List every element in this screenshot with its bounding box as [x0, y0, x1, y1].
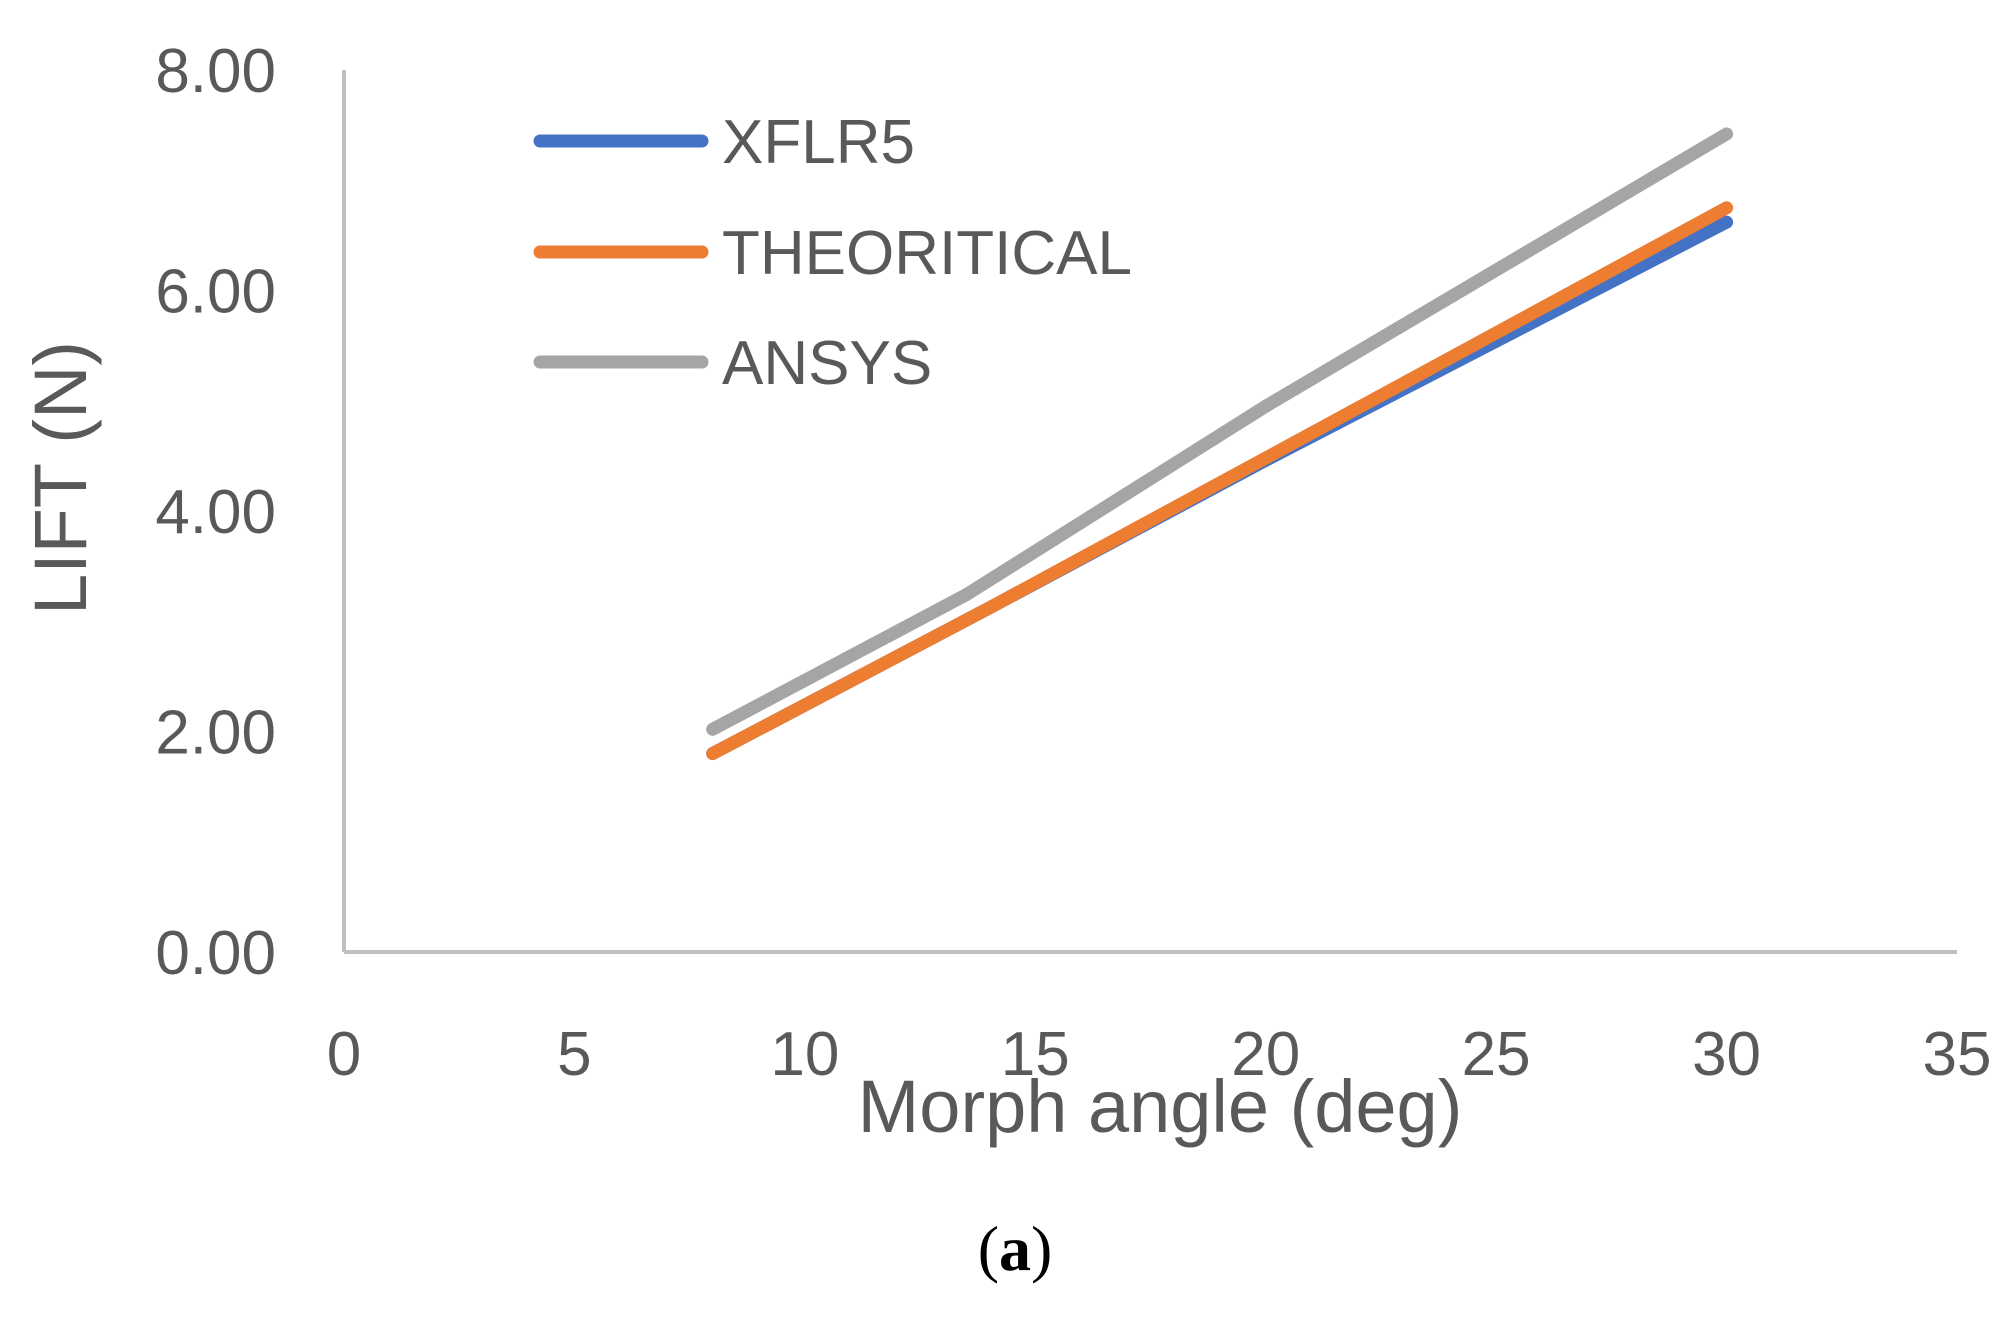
- series-layer: [706, 127, 1734, 761]
- series-line-ansys: [706, 127, 1734, 736]
- tick-labels: 0 5 10 15 20 25 30 35 0.00 2.00 4.00 6.00 8.00: [155, 37, 1991, 1089]
- axes-layer: [342, 70, 1957, 954]
- x-axis-title: Morph angle (deg): [858, 1065, 1463, 1148]
- series-line-theoritical: [706, 201, 1734, 761]
- legend-label-xflr5: XFLR5: [722, 108, 915, 177]
- legend-label-theoritical: THEORITICAL: [722, 219, 1132, 288]
- x-tick-label: 10: [770, 1020, 839, 1089]
- x-tick-label: 35: [1923, 1020, 1992, 1089]
- x-tick-label: 15: [1001, 1020, 1070, 1089]
- x-tick-label: 30: [1692, 1020, 1761, 1089]
- caption-letter: a: [999, 1213, 1031, 1284]
- caption-open-paren: (: [978, 1213, 999, 1284]
- x-tick-label: 25: [1462, 1020, 1531, 1089]
- y-tick-label: 4.00: [155, 478, 276, 547]
- caption-close-paren: ): [1031, 1213, 1052, 1284]
- legend-label-ansys: ANSYS: [722, 329, 932, 398]
- y-axis-title: LIFT (N): [19, 341, 102, 615]
- y-tick-label: 8.00: [155, 37, 276, 106]
- y-tick-label: 6.00: [155, 258, 276, 327]
- x-tick-label: 5: [557, 1020, 591, 1089]
- y-tick-label: 2.00: [155, 699, 276, 768]
- legend: XFLR5 THEORITICAL ANSYS: [533, 108, 1132, 398]
- figure-caption: (a): [978, 1213, 1053, 1284]
- x-tick-label: 0: [327, 1020, 361, 1089]
- y-tick-label: 0.00: [155, 919, 276, 988]
- x-tick-label: 20: [1231, 1020, 1300, 1089]
